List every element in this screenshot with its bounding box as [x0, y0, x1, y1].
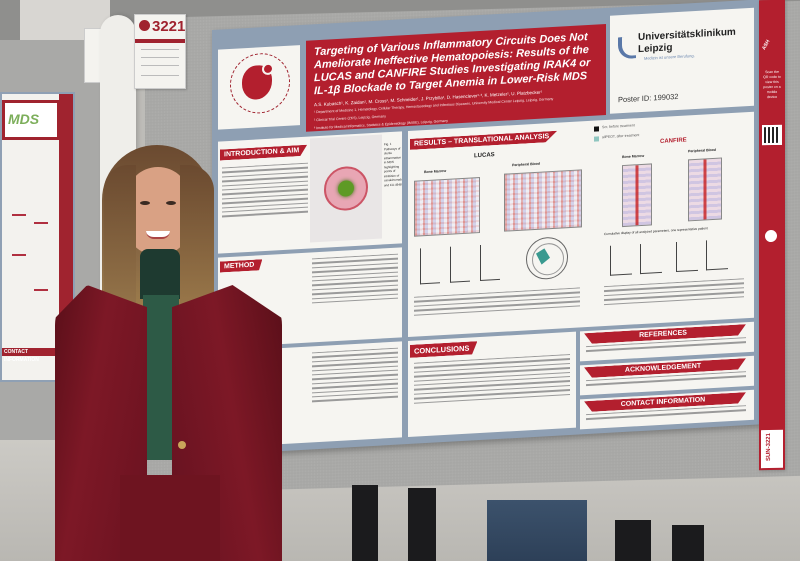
results-text [312, 347, 398, 439]
neighbor-contact-header: CONTACT INFORMATION [2, 348, 62, 363]
legend-before: Scr, before treatment [602, 123, 635, 130]
fig1-caption: Fig. 1 Pathways of sterile inflammation … [384, 141, 402, 187]
session-code: SUN-3221 [766, 432, 773, 462]
contact-panel: CONTACT INFORMATION [580, 389, 754, 430]
ash-logo [218, 45, 300, 130]
eye [140, 201, 150, 205]
turtleneck-collar [140, 249, 180, 299]
lucas-bm-heatmap [414, 177, 480, 237]
canfire-pb-heatmap [688, 157, 722, 222]
jacket-button [178, 441, 186, 449]
lucas-dot-plot [480, 243, 500, 282]
canfire-label: CANFIRE [660, 137, 687, 145]
conclusions-header: CONCLUSIONS [410, 341, 477, 358]
references-panel: REFERENCES [580, 321, 754, 362]
canfire-figure-caption [604, 278, 744, 322]
ash-circle-icon [765, 229, 777, 243]
method-text [312, 253, 398, 339]
visitor-leg [352, 485, 378, 561]
translational-header: RESULTS – TRANSLATIONAL ANALYSIS [410, 131, 557, 150]
card-line [141, 75, 179, 76]
pathway-illustration [310, 134, 382, 243]
board-number: 3221 [152, 18, 186, 35]
neighbor-logo-text: MDS [8, 111, 40, 127]
canfire-pb-label: Peripheral Blood [688, 147, 717, 154]
lucas-dot-plot [450, 245, 470, 283]
face [126, 167, 190, 255]
board-number-card: 3221 [134, 14, 186, 89]
poster-side-strip: ASH Scan the QR code to view this poster… [759, 0, 785, 471]
canfire-dot-plot [610, 244, 632, 276]
lucas-figure-caption [414, 287, 580, 332]
visitor-leg [672, 525, 704, 561]
card-line [141, 65, 179, 66]
visitor-leg [615, 520, 651, 561]
velvet-pants [120, 475, 220, 561]
university-logo: Universitätsklinikum Leipzig Medizin ist… [610, 7, 754, 114]
lucas-bm-label: Bone Marrow [424, 168, 447, 175]
ash-meeting-logo: ASH [761, 38, 772, 52]
canfire-dot-plot [640, 242, 662, 275]
gel-band [12, 254, 26, 256]
eye [166, 201, 176, 205]
radar-chart [526, 236, 568, 281]
lucas-pb-label: Peripheral Blood [512, 161, 541, 168]
legend-after-swatch [594, 136, 599, 142]
canfire-bm-label: Bone Marrow [622, 153, 645, 160]
qr-instructions: Scan the QR code to view this poster on … [763, 69, 781, 100]
neighbor-logo: MDS [2, 100, 60, 140]
smile [146, 231, 170, 239]
visitor-jeans [487, 500, 587, 561]
ukl-mark-icon [618, 36, 636, 60]
lucas-pb-heatmap [504, 169, 582, 232]
lucas-dot-plot [420, 247, 440, 285]
card-line [141, 57, 179, 58]
card-bar [135, 39, 185, 43]
card-line [141, 49, 179, 50]
conclusions-panel: CONCLUSIONS [408, 331, 576, 438]
visitor-leg [408, 488, 436, 561]
qr-code-icon[interactable] [762, 124, 782, 146]
poster-title-box: Targeting of Various Inflammatory Circui… [306, 23, 606, 132]
ash-dot-icon [139, 20, 150, 31]
canfire-bm-heatmap [622, 163, 652, 228]
gel-band [34, 289, 48, 291]
translational-panel: RESULTS – TRANSLATIONAL ANALYSIS Scr, be… [408, 111, 754, 338]
lucas-label: LUCAS [474, 152, 495, 160]
neighbor-poster: MDS CONTACT INFORMATION [0, 92, 75, 382]
canfire-dot-plot [706, 239, 728, 271]
acknowledgement-panel: ACKNOWLEDGEMENT [580, 355, 754, 396]
gel-band [12, 214, 26, 216]
conclusions-text [414, 353, 570, 433]
legend-before-swatch [594, 126, 599, 132]
ukl-name: Universitätsklinikum Leipzig [638, 27, 736, 56]
session-code-tag: SUN-3221 [761, 429, 783, 469]
main-poster: Targeting of Various Inflammatory Circui… [212, 0, 760, 456]
poster-id: Poster ID: 199032 [618, 91, 679, 105]
gel-band [34, 222, 48, 224]
canfire-dot-plot [676, 240, 698, 273]
presenter [50, 145, 290, 561]
radar-fill [536, 248, 550, 265]
